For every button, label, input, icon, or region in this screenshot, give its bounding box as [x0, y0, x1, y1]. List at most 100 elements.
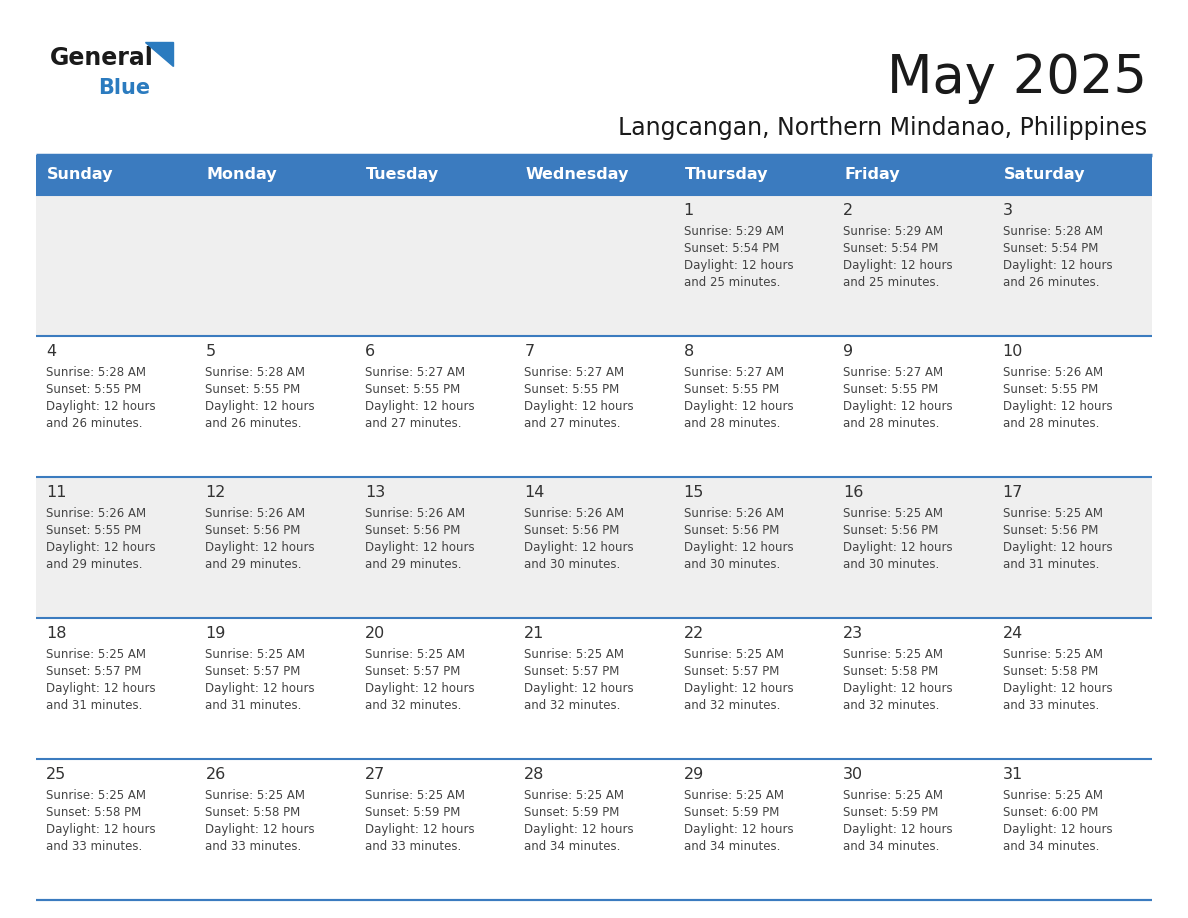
- Text: Daylight: 12 hours: Daylight: 12 hours: [843, 259, 953, 272]
- Text: Sunset: 5:56 PM: Sunset: 5:56 PM: [524, 524, 620, 537]
- Bar: [36, 759, 1152, 900]
- Text: May 2025: May 2025: [887, 52, 1146, 104]
- Text: Sunrise: 5:26 AM: Sunrise: 5:26 AM: [684, 507, 784, 520]
- Text: and 32 minutes.: and 32 minutes.: [684, 699, 781, 712]
- Text: and 26 minutes.: and 26 minutes.: [46, 417, 143, 430]
- Text: Sunset: 5:55 PM: Sunset: 5:55 PM: [1003, 383, 1098, 396]
- Text: and 27 minutes.: and 27 minutes.: [365, 417, 461, 430]
- Text: 26: 26: [206, 767, 226, 782]
- Text: Sunrise: 5:25 AM: Sunrise: 5:25 AM: [843, 507, 943, 520]
- Text: 15: 15: [684, 485, 704, 500]
- Text: Daylight: 12 hours: Daylight: 12 hours: [1003, 823, 1112, 836]
- Text: and 31 minutes.: and 31 minutes.: [46, 699, 143, 712]
- Text: 18: 18: [46, 626, 67, 641]
- Text: and 32 minutes.: and 32 minutes.: [843, 699, 940, 712]
- Text: and 28 minutes.: and 28 minutes.: [843, 417, 940, 430]
- Text: Daylight: 12 hours: Daylight: 12 hours: [524, 400, 634, 413]
- Text: and 33 minutes.: and 33 minutes.: [206, 840, 302, 853]
- Text: Sunrise: 5:27 AM: Sunrise: 5:27 AM: [843, 366, 943, 379]
- Text: 29: 29: [684, 767, 704, 782]
- Text: and 30 minutes.: and 30 minutes.: [684, 558, 781, 571]
- Text: Sunset: 5:57 PM: Sunset: 5:57 PM: [684, 665, 779, 678]
- Text: Daylight: 12 hours: Daylight: 12 hours: [1003, 400, 1112, 413]
- Text: Sunrise: 5:26 AM: Sunrise: 5:26 AM: [1003, 366, 1102, 379]
- Text: and 25 minutes.: and 25 minutes.: [843, 276, 940, 289]
- Text: Sunset: 5:54 PM: Sunset: 5:54 PM: [684, 242, 779, 255]
- Text: Sunrise: 5:25 AM: Sunrise: 5:25 AM: [46, 789, 146, 802]
- Text: Sunrise: 5:29 AM: Sunrise: 5:29 AM: [684, 225, 784, 238]
- Text: and 27 minutes.: and 27 minutes.: [524, 417, 621, 430]
- Text: 25: 25: [46, 767, 67, 782]
- Text: and 33 minutes.: and 33 minutes.: [365, 840, 461, 853]
- Bar: [514, 155, 674, 195]
- Text: Daylight: 12 hours: Daylight: 12 hours: [843, 823, 953, 836]
- Text: Sunrise: 5:25 AM: Sunrise: 5:25 AM: [1003, 507, 1102, 520]
- Text: Sunrise: 5:27 AM: Sunrise: 5:27 AM: [524, 366, 625, 379]
- Text: 16: 16: [843, 485, 864, 500]
- Text: Monday: Monday: [207, 167, 277, 183]
- Text: 2: 2: [843, 203, 853, 218]
- Text: Sunrise: 5:25 AM: Sunrise: 5:25 AM: [365, 789, 465, 802]
- Bar: [355, 155, 514, 195]
- Text: Daylight: 12 hours: Daylight: 12 hours: [365, 400, 474, 413]
- Text: Sunset: 5:54 PM: Sunset: 5:54 PM: [1003, 242, 1098, 255]
- Text: Saturday: Saturday: [1004, 167, 1085, 183]
- Text: Daylight: 12 hours: Daylight: 12 hours: [843, 400, 953, 413]
- Text: Wednesday: Wednesday: [525, 167, 628, 183]
- Text: 6: 6: [365, 344, 375, 359]
- Text: Sunset: 5:55 PM: Sunset: 5:55 PM: [365, 383, 460, 396]
- Bar: [36, 195, 1152, 336]
- Text: Sunrise: 5:25 AM: Sunrise: 5:25 AM: [684, 789, 784, 802]
- Text: 11: 11: [46, 485, 67, 500]
- Text: and 33 minutes.: and 33 minutes.: [1003, 699, 1099, 712]
- Text: Sunrise: 5:26 AM: Sunrise: 5:26 AM: [365, 507, 465, 520]
- Text: Daylight: 12 hours: Daylight: 12 hours: [524, 682, 634, 695]
- Text: 13: 13: [365, 485, 385, 500]
- Text: Sunrise: 5:28 AM: Sunrise: 5:28 AM: [206, 366, 305, 379]
- Text: and 34 minutes.: and 34 minutes.: [843, 840, 940, 853]
- Text: Sunset: 5:55 PM: Sunset: 5:55 PM: [524, 383, 619, 396]
- Text: Daylight: 12 hours: Daylight: 12 hours: [684, 400, 794, 413]
- Text: Sunrise: 5:25 AM: Sunrise: 5:25 AM: [46, 648, 146, 661]
- Text: Sunset: 5:58 PM: Sunset: 5:58 PM: [1003, 665, 1098, 678]
- Text: Sunset: 5:55 PM: Sunset: 5:55 PM: [46, 383, 141, 396]
- Text: and 32 minutes.: and 32 minutes.: [365, 699, 461, 712]
- Text: Sunday: Sunday: [48, 167, 114, 183]
- Text: and 34 minutes.: and 34 minutes.: [524, 840, 620, 853]
- Text: General: General: [50, 46, 154, 70]
- Text: and 32 minutes.: and 32 minutes.: [524, 699, 620, 712]
- Text: Daylight: 12 hours: Daylight: 12 hours: [684, 541, 794, 554]
- Bar: [36, 618, 1152, 759]
- Text: Sunrise: 5:27 AM: Sunrise: 5:27 AM: [365, 366, 465, 379]
- Bar: [992, 155, 1152, 195]
- Text: 20: 20: [365, 626, 385, 641]
- Bar: [36, 155, 196, 195]
- Text: and 25 minutes.: and 25 minutes.: [684, 276, 781, 289]
- Text: Daylight: 12 hours: Daylight: 12 hours: [365, 823, 474, 836]
- Text: Sunset: 5:59 PM: Sunset: 5:59 PM: [365, 806, 460, 819]
- Text: 23: 23: [843, 626, 864, 641]
- Text: Daylight: 12 hours: Daylight: 12 hours: [206, 823, 315, 836]
- Text: Daylight: 12 hours: Daylight: 12 hours: [684, 682, 794, 695]
- Text: Sunrise: 5:26 AM: Sunrise: 5:26 AM: [524, 507, 625, 520]
- Text: Sunset: 5:57 PM: Sunset: 5:57 PM: [46, 665, 141, 678]
- Text: Daylight: 12 hours: Daylight: 12 hours: [684, 259, 794, 272]
- Text: Sunrise: 5:25 AM: Sunrise: 5:25 AM: [1003, 648, 1102, 661]
- Text: Daylight: 12 hours: Daylight: 12 hours: [524, 541, 634, 554]
- Text: and 31 minutes.: and 31 minutes.: [206, 699, 302, 712]
- Text: Sunrise: 5:26 AM: Sunrise: 5:26 AM: [46, 507, 146, 520]
- Text: Sunrise: 5:27 AM: Sunrise: 5:27 AM: [684, 366, 784, 379]
- Text: Sunrise: 5:25 AM: Sunrise: 5:25 AM: [365, 648, 465, 661]
- Text: Sunrise: 5:28 AM: Sunrise: 5:28 AM: [1003, 225, 1102, 238]
- Text: Sunrise: 5:25 AM: Sunrise: 5:25 AM: [206, 789, 305, 802]
- Text: Sunset: 5:54 PM: Sunset: 5:54 PM: [843, 242, 939, 255]
- Text: Sunset: 5:56 PM: Sunset: 5:56 PM: [684, 524, 779, 537]
- Text: Sunset: 5:59 PM: Sunset: 5:59 PM: [843, 806, 939, 819]
- Text: 17: 17: [1003, 485, 1023, 500]
- Text: 28: 28: [524, 767, 544, 782]
- Bar: [36, 336, 1152, 477]
- Text: and 29 minutes.: and 29 minutes.: [365, 558, 461, 571]
- Text: and 26 minutes.: and 26 minutes.: [206, 417, 302, 430]
- Bar: [196, 155, 355, 195]
- Text: Sunset: 5:57 PM: Sunset: 5:57 PM: [524, 665, 620, 678]
